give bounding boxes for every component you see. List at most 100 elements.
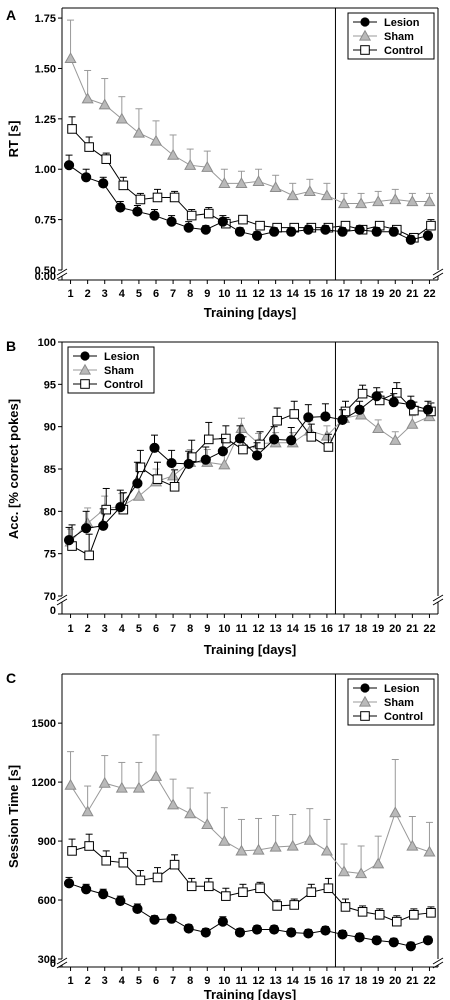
y-tick-label: 1.25	[35, 114, 56, 126]
data-point	[84, 550, 94, 561]
data-point	[183, 458, 194, 470]
legend-marker	[358, 29, 372, 41]
data-point	[118, 857, 129, 868]
series-line	[68, 395, 429, 541]
axis-break-mark	[432, 272, 444, 280]
y-tick-label: 100	[38, 337, 56, 349]
data-point	[149, 914, 160, 925]
data-point	[423, 845, 436, 857]
series-sham	[64, 734, 436, 879]
axis-break-mark	[56, 272, 68, 280]
data-point	[115, 112, 128, 124]
data-point	[98, 776, 111, 788]
y-tick-label: 600	[38, 895, 56, 907]
data-point	[320, 844, 333, 856]
series-line	[70, 414, 430, 543]
y-tick-label: 70	[44, 591, 56, 603]
x-tick-label: 7	[170, 288, 176, 300]
data-point	[337, 414, 348, 425]
data-point	[269, 181, 282, 193]
y-tick-label: 0.75	[35, 215, 56, 227]
data-point	[98, 98, 111, 110]
data-point	[98, 520, 109, 531]
data-point	[389, 433, 402, 445]
data-point	[320, 429, 333, 441]
x-tick-label: 3	[102, 623, 108, 635]
data-point	[84, 142, 94, 152]
x-tick-label: 21	[406, 288, 418, 300]
data-point	[81, 172, 92, 183]
x-tick-label: 13	[270, 975, 282, 987]
data-point	[63, 535, 75, 546]
data-point	[374, 909, 385, 920]
data-point	[303, 185, 316, 197]
data-point	[217, 216, 228, 227]
data-point	[255, 220, 265, 231]
data-point	[357, 388, 368, 399]
y-zero-label: 0.00	[35, 271, 56, 283]
data-point	[115, 502, 126, 513]
x-tick-label: 1	[67, 975, 73, 987]
data-point	[286, 226, 297, 237]
x-tick-label: 20	[389, 975, 401, 987]
y-zero-label: 0	[50, 958, 56, 970]
legend-label: Control	[384, 45, 423, 57]
panel-a: A0.500.751.001.251.501.750.001 2 3 4 5 6 7 8 9 10…	[6, 7, 444, 320]
x-tick-label: 9	[204, 288, 210, 300]
data-point	[251, 450, 263, 461]
x-tick-label: 7	[170, 623, 176, 635]
legend: Lesion Sham Control	[347, 678, 435, 726]
data-point	[269, 924, 280, 935]
y-tick-label: 95	[44, 379, 56, 391]
legend: Lesion Sham Control	[67, 346, 155, 394]
legend-label: Control	[384, 711, 423, 723]
data-point	[269, 840, 282, 852]
legend-item-sham: Sham	[353, 695, 414, 709]
x-tick-label: 21	[406, 975, 418, 987]
data-point	[98, 889, 109, 900]
data-point	[186, 210, 197, 221]
data-point	[166, 216, 177, 227]
data-point	[167, 798, 180, 810]
data-point	[64, 52, 77, 64]
data-point	[132, 903, 143, 914]
x-tick-label: 4	[119, 288, 126, 300]
data-point	[337, 197, 351, 209]
legend-marker	[360, 683, 370, 693]
data-point	[67, 846, 77, 856]
legend-label: Control	[104, 379, 143, 391]
data-point	[235, 844, 248, 856]
panel-letter: C	[6, 670, 16, 686]
legend-item-sham: Sham	[73, 363, 134, 377]
data-point	[166, 457, 177, 469]
data-point	[115, 895, 126, 907]
legend-label: Lesion	[104, 351, 140, 363]
data-point	[203, 434, 214, 445]
data-point	[255, 439, 265, 450]
x-tick-label: 8	[187, 975, 193, 987]
data-point	[201, 818, 214, 830]
legend-marker	[358, 695, 372, 707]
data-point	[115, 202, 126, 213]
legend-label: Sham	[384, 697, 414, 709]
data-point	[372, 195, 385, 207]
x-tick-label: 20	[389, 288, 401, 300]
data-point	[200, 927, 211, 938]
data-point	[81, 884, 92, 895]
x-tick-label: 8	[187, 623, 193, 635]
data-point	[340, 406, 351, 417]
data-point	[152, 474, 163, 484]
data-point	[320, 189, 333, 201]
data-point	[406, 839, 419, 851]
x-tick-label: 19	[372, 288, 384, 300]
data-point	[422, 935, 434, 946]
x-tick-label: 17	[338, 623, 350, 635]
series-sham	[64, 19, 436, 209]
x-tick-label: 3	[102, 975, 108, 987]
legend-marker	[360, 45, 370, 55]
y-tick-label: 75	[44, 549, 56, 561]
data-point	[84, 841, 94, 851]
y-tick-label: 85	[44, 464, 56, 476]
